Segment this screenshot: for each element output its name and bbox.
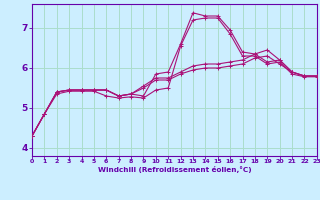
X-axis label: Windchill (Refroidissement éolien,°C): Windchill (Refroidissement éolien,°C)	[98, 166, 251, 173]
